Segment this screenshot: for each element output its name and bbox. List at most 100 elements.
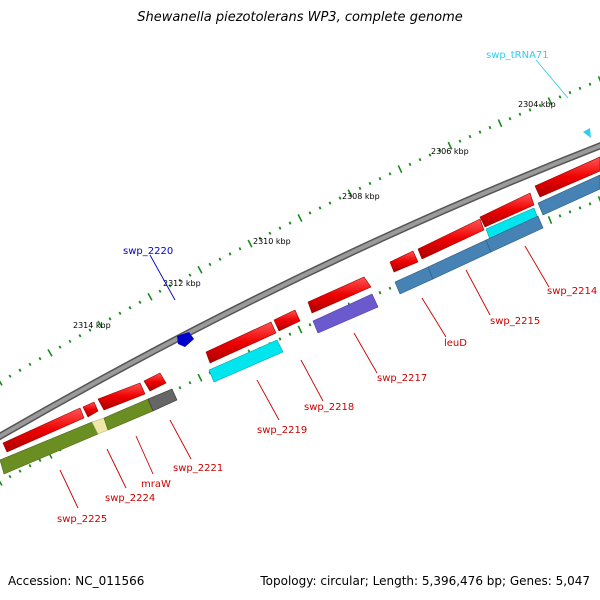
scale-tick [18, 469, 22, 473]
steelblue-feature[interactable] [485, 215, 544, 253]
scale-tick [468, 134, 472, 139]
scale-tick [288, 221, 292, 225]
cds-feature[interactable] [2, 407, 85, 453]
scale-tick [568, 90, 572, 95]
scale-tick [238, 247, 242, 251]
scale-tick [18, 368, 22, 372]
cds-feature[interactable] [389, 250, 419, 273]
scale-tick [88, 328, 92, 332]
scale-tick [478, 130, 482, 134]
scale-tick [197, 265, 203, 274]
gene-label-swp-2220[interactable]: swp_2220 [123, 246, 173, 257]
map-title: Shewanella piezotolerans WP3, complete g… [137, 10, 463, 25]
callout-lines [59, 59, 569, 509]
gene-label-swp-2218[interactable]: swp_2218 [304, 402, 354, 413]
scale-tick [318, 206, 322, 210]
feature-track [0, 174, 600, 475]
scale-tick [78, 334, 82, 338]
scale-tick [8, 374, 12, 378]
cds-feature[interactable] [534, 156, 600, 198]
gene-label-swp-2214[interactable]: swp_2214 [547, 286, 597, 297]
gene-label-swp-2224[interactable]: swp_2224 [105, 493, 155, 504]
scale-label-2310: 2310 kbp [253, 237, 291, 246]
accession-text: Accession: NC_011566 [8, 574, 145, 588]
scale-tick [8, 474, 12, 479]
scale-tick [147, 292, 153, 301]
scale-tick [497, 119, 503, 128]
topology-summary: Topology: circular; Length: 5,396,476 bp… [260, 574, 590, 588]
swp-trna71-feature[interactable] [583, 128, 591, 138]
gene-label-swp-2225[interactable]: swp_2225 [57, 514, 107, 525]
scale-tick [0, 380, 3, 386]
scale-tick [547, 215, 553, 225]
scale-label-2304: 2304 kbp [518, 100, 556, 109]
grey-feature[interactable] [147, 388, 178, 412]
scale-tick [347, 189, 353, 198]
scale-tick [297, 214, 303, 222]
steelblue-feature[interactable] [537, 174, 600, 216]
scale-tick [197, 373, 203, 382]
cds-feature[interactable] [273, 309, 301, 332]
scale-tick [38, 458, 42, 463]
cds-feature[interactable] [205, 321, 277, 364]
scale-tick [308, 211, 312, 215]
scale-tick [397, 165, 403, 174]
cds-feature[interactable] [143, 372, 167, 392]
gene-label-swp-2217[interactable]: swp_2217 [377, 373, 427, 384]
scale-tick [278, 226, 282, 230]
scale-tick [558, 95, 562, 99]
scale-tick [208, 262, 212, 267]
cds-feature[interactable] [82, 401, 99, 418]
scale-tick [0, 480, 3, 486]
scale-tick [428, 153, 432, 157]
scale-tick [128, 306, 132, 310]
scale-tick [218, 257, 222, 261]
scale-tick [558, 214, 562, 218]
steelblue-feature[interactable] [394, 266, 434, 295]
scale-label-2308: 2308 kbp [342, 192, 380, 201]
scale-tick [288, 332, 292, 336]
scale-tick [188, 381, 192, 385]
gene-label-swp-2221[interactable]: swp_2221 [173, 463, 223, 474]
cds-feature[interactable] [307, 276, 372, 314]
scale-tick [278, 337, 282, 341]
scale-tick [97, 320, 103, 329]
scale-tick [358, 186, 362, 190]
cyan-feature[interactable] [208, 339, 284, 383]
scale-tick [588, 82, 592, 86]
gene-label-mraw[interactable]: mraW [141, 479, 171, 490]
scale-tick [588, 202, 592, 206]
scale-tick [528, 108, 532, 112]
scale-tick [547, 97, 553, 106]
gene-label-leud[interactable]: leuD [444, 338, 467, 349]
forward-features [177, 128, 591, 347]
gene-label-swp-trna71[interactable]: swp_tRNA71 [486, 50, 549, 61]
scale-tick [338, 196, 342, 200]
purple-feature[interactable] [312, 293, 379, 334]
cds-feature[interactable] [479, 192, 535, 228]
scale-tick [408, 162, 412, 166]
gene-labels: swp_tRNA71 swp_2220 swp_2214 swp_2215 le… [57, 50, 597, 525]
scale-tick [47, 348, 53, 357]
scale-tick [578, 86, 582, 91]
genome-backbone [0, 142, 600, 441]
scale-tick [168, 284, 172, 288]
gene-label-swp-2215[interactable]: swp_2215 [490, 316, 540, 327]
scale-tick [568, 210, 572, 214]
scale-tick [328, 201, 332, 205]
cds-feature[interactable] [97, 382, 146, 411]
scale-tick [258, 236, 262, 240]
scale-tick [188, 273, 192, 277]
gene-label-swp-2219[interactable]: swp_2219 [257, 425, 307, 436]
scale-tick [68, 339, 72, 344]
scale-tick [178, 278, 182, 283]
scale-tick [118, 311, 122, 315]
swp-2220-feature[interactable] [177, 332, 194, 347]
scale-tick [138, 300, 142, 304]
scale-tick [518, 112, 522, 116]
scale-label-2312: 2312 kbp [163, 279, 201, 288]
cds-feature[interactable] [417, 218, 485, 260]
scale-tick [378, 291, 382, 295]
